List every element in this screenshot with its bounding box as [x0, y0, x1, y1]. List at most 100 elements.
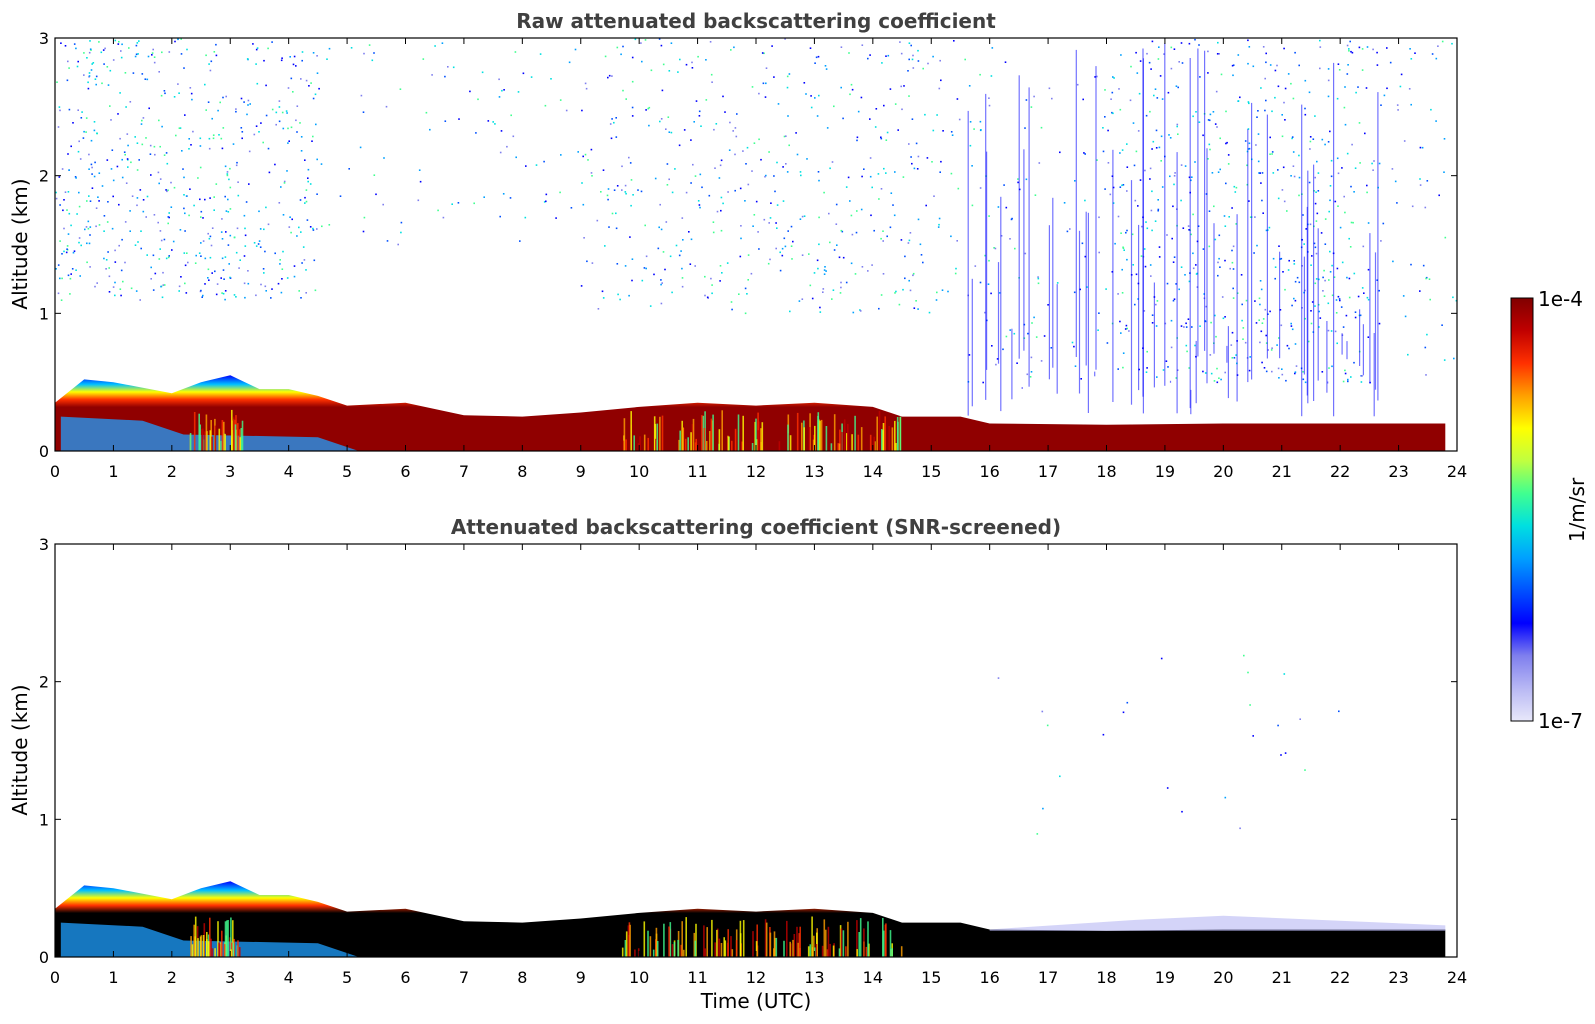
noise-point — [122, 280, 124, 283]
noise-point — [1391, 168, 1394, 170]
turbulence-streak — [232, 416, 235, 451]
x-tick-label: 18 — [1096, 462, 1116, 481]
noise-point — [869, 157, 872, 159]
turbulence-streak — [199, 424, 201, 451]
noise-point — [1280, 324, 1283, 327]
noise-point — [1366, 46, 1369, 48]
noise-point — [695, 100, 698, 102]
noise-point — [1139, 179, 1142, 181]
turbulence-streak — [821, 945, 824, 957]
noise-point — [1190, 179, 1192, 182]
noise-point — [659, 203, 661, 206]
noise-point — [1425, 374, 1427, 376]
noise-point — [1216, 381, 1219, 384]
turbulence-streak — [803, 427, 805, 451]
noise-point — [1138, 92, 1141, 95]
noise-point — [136, 42, 139, 44]
turbulence-streak — [856, 949, 858, 957]
noise-point — [1126, 190, 1128, 192]
noise-point — [1035, 336, 1038, 338]
boundary-layer-band — [55, 375, 1446, 451]
noise-point — [1291, 328, 1294, 331]
noise-point — [775, 247, 777, 250]
noise-point — [1183, 326, 1185, 328]
turbulence-streak — [734, 428, 737, 451]
noise-point — [138, 40, 140, 42]
noise-point — [244, 234, 247, 237]
noise-point — [1207, 158, 1209, 160]
noise-point — [473, 202, 475, 205]
noise-point — [631, 106, 634, 109]
noise-point — [208, 279, 210, 281]
noise-point — [136, 204, 138, 207]
noise-point — [1149, 178, 1151, 180]
noise-point — [1151, 322, 1154, 324]
noise-point — [76, 213, 78, 215]
noise-point — [885, 172, 887, 174]
noise-point — [152, 289, 155, 291]
noise-point — [499, 215, 501, 218]
noise-point — [1335, 299, 1338, 301]
noise-point — [1232, 287, 1234, 290]
turbulence-streak — [226, 920, 228, 957]
noise-point — [1167, 91, 1170, 94]
noise-point — [704, 275, 706, 278]
noise-point — [1329, 185, 1332, 187]
noise-point — [1288, 347, 1290, 350]
noise-point — [1304, 381, 1307, 384]
noise-point — [1188, 229, 1190, 231]
noise-point — [1180, 266, 1183, 268]
noise-point — [994, 247, 997, 250]
noise-point — [1322, 290, 1324, 292]
noise-point — [180, 53, 183, 55]
noise-point — [927, 62, 929, 65]
noise-point — [1036, 833, 1039, 835]
noise-point — [1149, 264, 1152, 266]
noise-streak — [1190, 389, 1192, 415]
noise-point — [1126, 143, 1128, 145]
noise-streak — [1052, 197, 1054, 368]
noise-point — [434, 45, 436, 47]
noise-point — [1293, 297, 1295, 300]
noise-point — [951, 134, 954, 136]
noise-point — [581, 182, 583, 184]
noise-point — [1197, 225, 1200, 227]
noise-point — [221, 257, 224, 260]
noise-point — [1271, 347, 1273, 349]
noise-point — [920, 254, 923, 256]
noise-point — [304, 202, 306, 204]
noise-point — [718, 177, 721, 179]
noise-point — [1084, 199, 1086, 202]
noise-point — [1268, 226, 1271, 229]
noise-point — [141, 119, 143, 122]
noise-point — [1310, 310, 1312, 312]
noise-point — [1248, 147, 1251, 150]
noise-point — [1003, 184, 1005, 186]
noise-point — [91, 187, 94, 189]
noise-point — [1264, 308, 1267, 311]
noise-point — [228, 263, 230, 265]
noise-point — [240, 127, 243, 129]
noise-point — [845, 281, 848, 284]
noise-point — [988, 104, 991, 107]
noise-streak — [1028, 87, 1030, 387]
noise-point — [107, 251, 109, 253]
turbulence-streak — [793, 934, 796, 957]
noise-point — [1331, 365, 1333, 368]
noise-point — [101, 82, 103, 85]
noise-point — [1367, 336, 1370, 338]
noise-point — [87, 227, 90, 230]
noise-streak — [1176, 152, 1178, 414]
noise-point — [973, 128, 975, 130]
noise-point — [1276, 64, 1278, 67]
noise-point — [1004, 61, 1007, 63]
noise-point — [189, 188, 191, 190]
noise-point — [89, 48, 92, 50]
noise-point — [939, 59, 941, 62]
noise-point — [204, 198, 206, 201]
noise-point — [1243, 654, 1245, 657]
noise-point — [208, 237, 211, 240]
noise-point — [611, 212, 614, 215]
noise-point — [940, 160, 942, 163]
noise-point — [698, 110, 701, 113]
